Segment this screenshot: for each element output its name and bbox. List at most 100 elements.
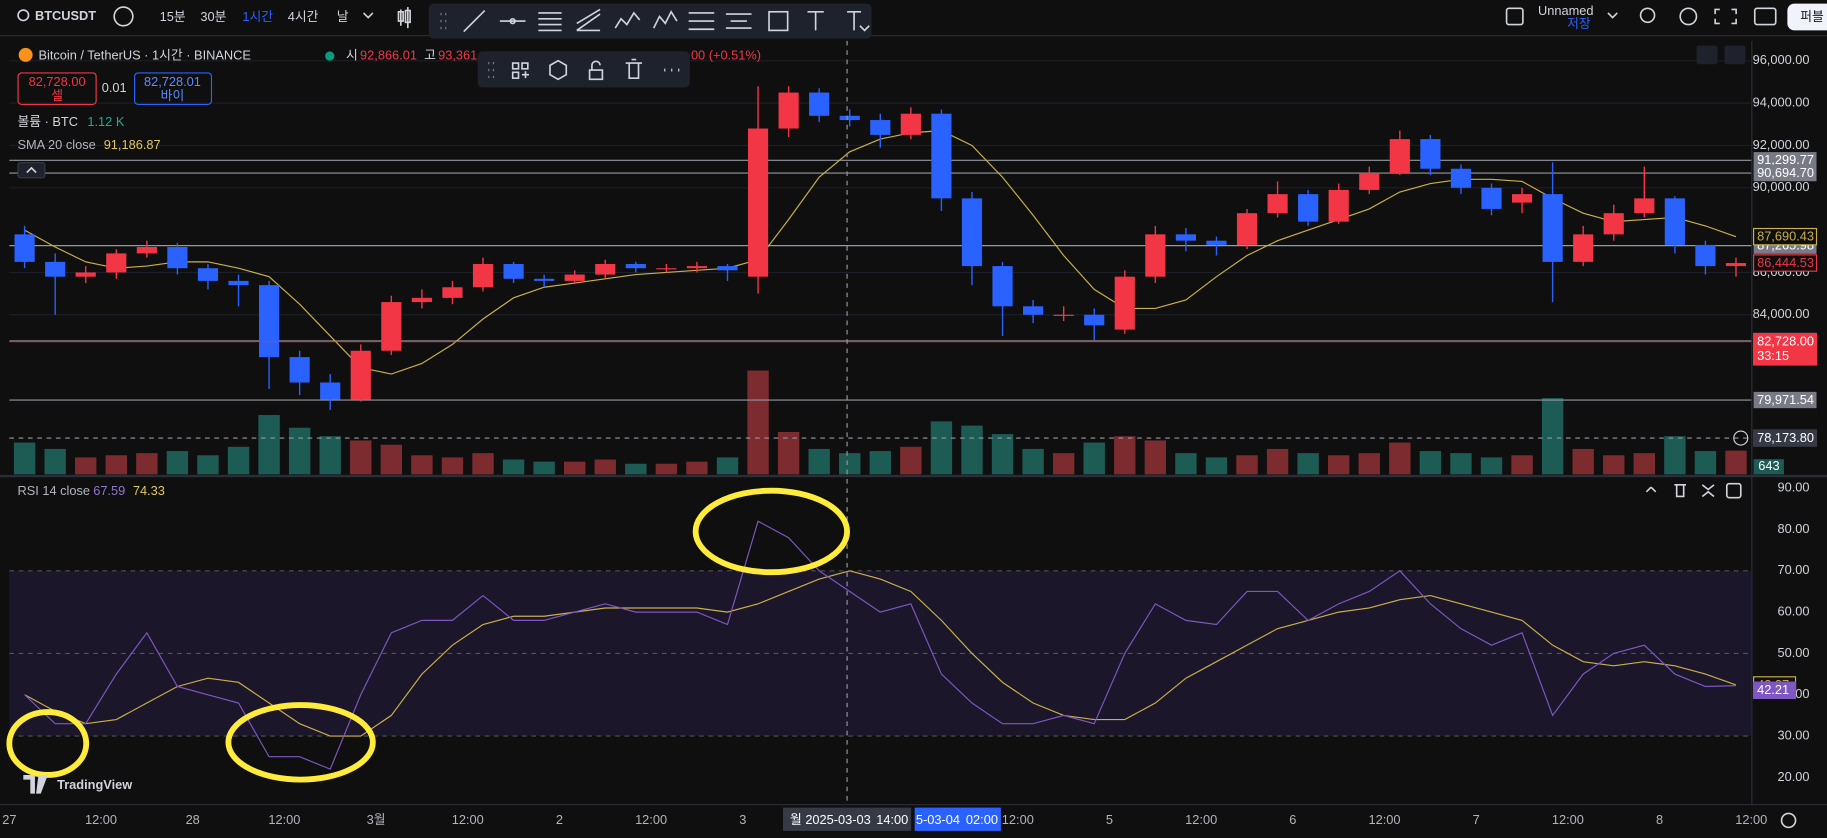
- abcd-tool[interactable]: [652, 10, 678, 29]
- pattern-tool[interactable]: [614, 11, 641, 29]
- volume-bar: [350, 440, 372, 475]
- pane-delete[interactable]: [1674, 484, 1687, 498]
- fullscreen-button[interactable]: [1714, 8, 1737, 25]
- collapse-legend[interactable]: [17, 162, 46, 179]
- volume-bar: [44, 448, 66, 475]
- coin-icon: [18, 47, 33, 62]
- volume-bar: [380, 444, 403, 475]
- horizontal-line-tool[interactable]: [499, 17, 526, 25]
- rsi-ma-line: [24, 570, 1737, 737]
- price-label-box: [1753, 332, 1818, 366]
- search-icon[interactable]: [17, 9, 30, 22]
- drag-handle[interactable]: [488, 61, 495, 79]
- buy-button[interactable]: [133, 72, 213, 105]
- interval-dropdown[interactable]: [362, 12, 374, 19]
- pane-button[interactable]: [1724, 45, 1746, 65]
- interval[interactable]: 30분: [200, 9, 226, 24]
- shape-tool[interactable]: [768, 10, 789, 32]
- crosshair-date: 월 2025-03-03: [790, 812, 871, 827]
- sell-button[interactable]: [17, 72, 97, 105]
- collapse-icon[interactable]: [26, 166, 37, 174]
- candle-body: [228, 280, 249, 286]
- volume-bar: [930, 421, 953, 475]
- pane-maximize[interactable]: [1725, 482, 1742, 499]
- volume-bar: [1022, 448, 1044, 475]
- volume-bar: [1328, 455, 1350, 475]
- volume-bar: [839, 453, 861, 475]
- volume-bar: [1297, 453, 1319, 475]
- settings-button[interactable]: [549, 59, 568, 81]
- drag-handle[interactable]: [440, 12, 447, 30]
- time-axis: 27 12:00 28 12:00 3월 12:00 2 12:00 3 12:00 5 12:00 6…: [2, 812, 1767, 827]
- sma-legend: SMA 20 close: [17, 137, 95, 152]
- candle-body: [45, 261, 66, 277]
- interval[interactable]: 15분: [160, 9, 186, 24]
- gann-tool[interactable]: [688, 12, 715, 31]
- settings-button[interactable]: [1679, 7, 1698, 26]
- projection-tool[interactable]: [725, 13, 752, 29]
- volume-bar: [319, 436, 341, 475]
- candle-body: [1023, 306, 1044, 315]
- x-tick-label: 12:00: [1185, 812, 1217, 827]
- chart-type-button[interactable]: [397, 7, 411, 29]
- volume-bar: [105, 455, 127, 475]
- symbol-title: Bitcoin / TetherUS · 1시간 · BINANCE: [38, 47, 250, 62]
- axis-settings[interactable]: [1780, 812, 1797, 829]
- template-button[interactable]: [511, 62, 529, 80]
- layout-name[interactable]: Unnamed: [1538, 3, 1594, 18]
- layout-dropdown[interactable]: [1607, 12, 1618, 19]
- pane-button[interactable]: [1696, 45, 1718, 65]
- candle-body: [1298, 194, 1319, 222]
- interval[interactable]: 날: [337, 9, 349, 24]
- rsi-line: [24, 520, 1737, 770]
- candle-body: [350, 350, 371, 400]
- compare-button[interactable]: [113, 6, 134, 27]
- buy-label[interactable]: 바이: [161, 88, 185, 103]
- candle-body: [778, 92, 799, 129]
- x-tick-label: 2: [556, 812, 563, 827]
- pane-collapse[interactable]: [1701, 484, 1715, 498]
- volume-bar: [1664, 436, 1686, 475]
- candle-body: [595, 263, 616, 275]
- fib-tool[interactable]: [538, 12, 562, 32]
- sell-label[interactable]: 셀: [51, 88, 63, 103]
- interval-active[interactable]: 1시간: [242, 9, 273, 24]
- volume-bar: [1052, 453, 1075, 475]
- volume-bar: [1236, 455, 1258, 475]
- candle-body: [1236, 213, 1258, 245]
- volume-bar: [1114, 436, 1136, 475]
- lock-button[interactable]: [588, 60, 604, 81]
- trendline-tool[interactable]: [463, 10, 486, 33]
- candle-body: [1542, 194, 1563, 262]
- level-label-box: [1753, 391, 1817, 409]
- publish-button[interactable]: [1787, 3, 1827, 31]
- save-button[interactable]: 저장: [1567, 16, 1591, 31]
- candle-body: [1206, 240, 1227, 245]
- pane-up[interactable]: [1645, 486, 1657, 493]
- text-tool[interactable]: [807, 10, 824, 31]
- alert-button[interactable]: [1639, 7, 1656, 24]
- drawing-toolbar: [428, 3, 872, 39]
- candle-body: [106, 253, 127, 273]
- y-tick-label: 20.00: [1777, 769, 1809, 784]
- open-value: 92,866.01: [360, 47, 417, 62]
- layout-checkbox[interactable]: [1505, 7, 1524, 26]
- buy-price[interactable]: 82,728.01: [144, 74, 201, 89]
- candle-body: [961, 198, 983, 267]
- candle-body: [1695, 244, 1716, 267]
- text-tool-2[interactable]: [847, 10, 870, 32]
- price-label: 82,728.00: [1757, 334, 1814, 349]
- candle-body: [1420, 139, 1441, 169]
- sell-price[interactable]: 82,728.00: [29, 74, 86, 89]
- level-label: 91,299.77: [1757, 152, 1814, 167]
- pitchfork-tool[interactable]: [576, 8, 601, 32]
- interval[interactable]: 4시간: [288, 9, 319, 24]
- volume-legend: 볼륨 · BTC: [17, 114, 78, 129]
- publish-label[interactable]: 퍼블: [1800, 9, 1824, 24]
- high-label: 고: [424, 47, 436, 62]
- annotation-circle: [692, 487, 850, 576]
- symbol[interactable]: BTCUSDT: [35, 8, 96, 23]
- snapshot-button[interactable]: [1753, 7, 1777, 26]
- candle-body: [14, 234, 35, 262]
- delete-button[interactable]: [625, 58, 643, 80]
